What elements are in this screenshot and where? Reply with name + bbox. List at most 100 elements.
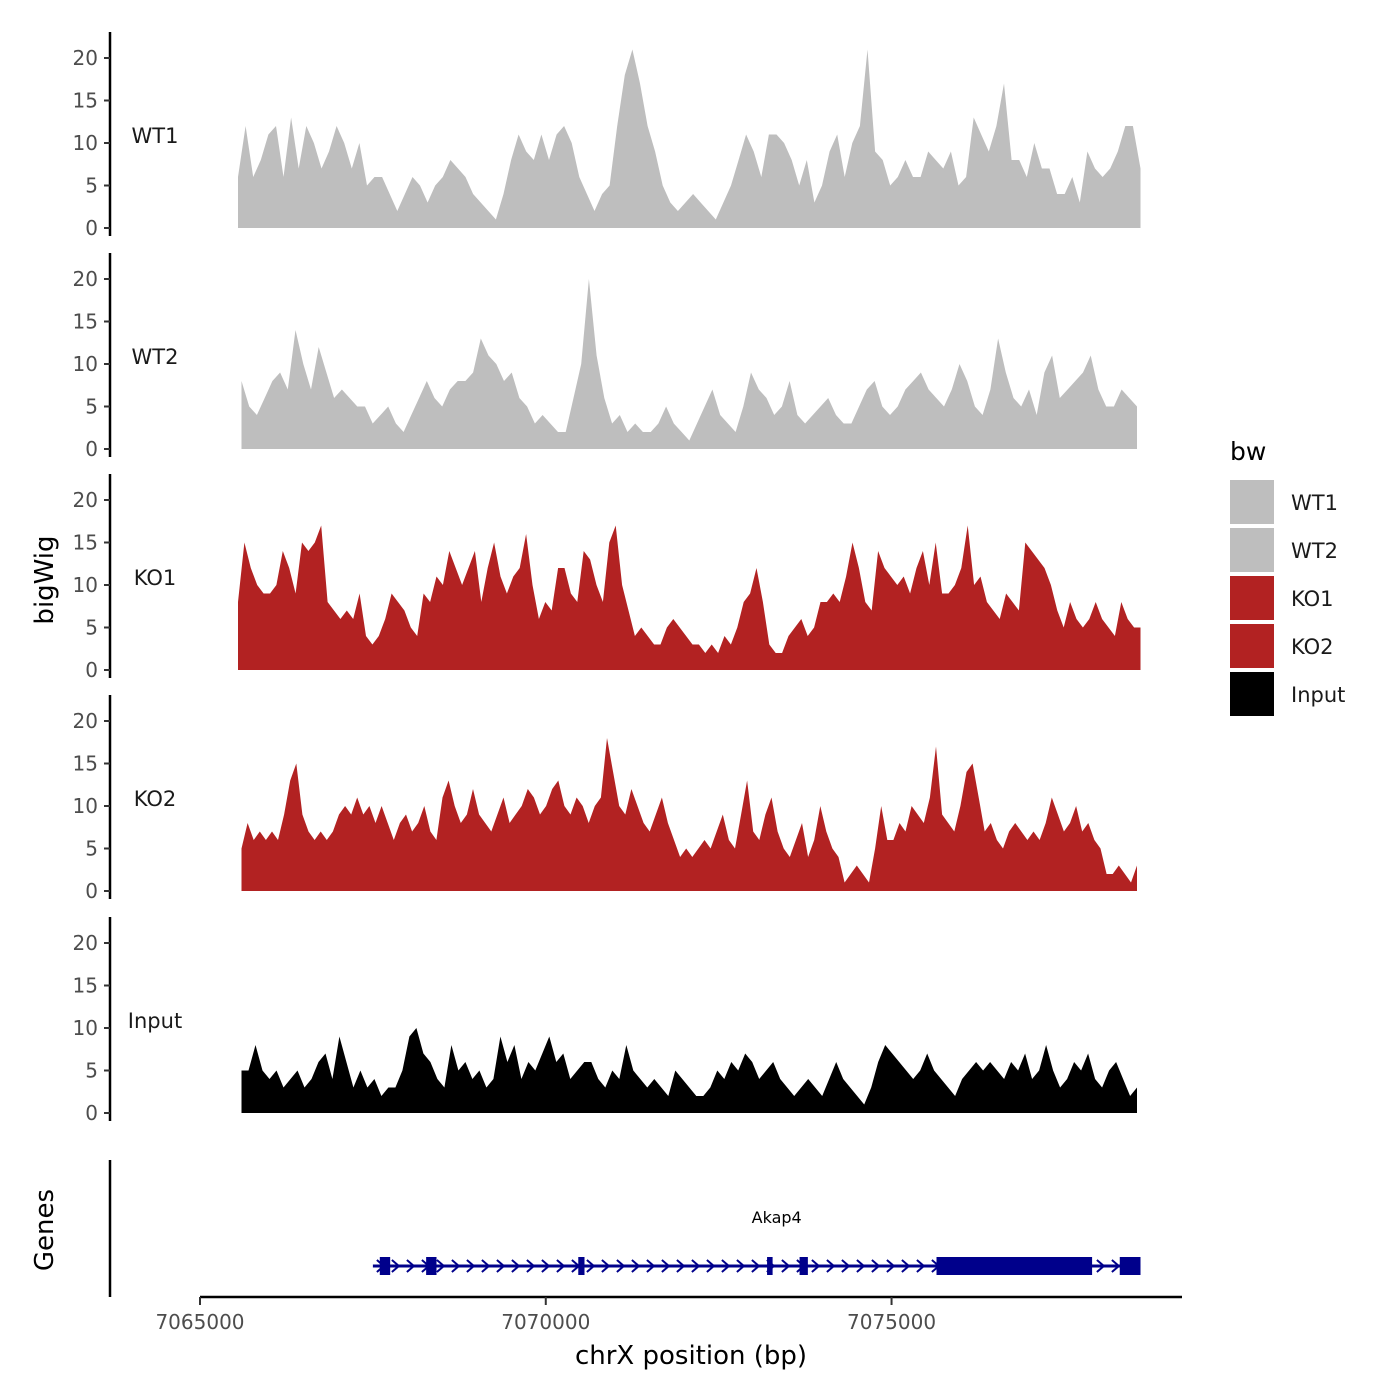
track-input: 0 5 10 15 20 Input [73, 917, 1137, 1125]
exon [799, 1257, 808, 1275]
coverage-area [241, 1028, 1137, 1113]
y-tick-label: 5 [85, 395, 98, 419]
strand-arrow [481, 1259, 491, 1273]
track-ko2: 0 5 10 15 20 KO2 [73, 695, 1137, 903]
track-label: KO1 [134, 566, 177, 590]
strand-arrow [811, 1259, 821, 1273]
track-label: WT2 [132, 345, 179, 369]
strand-arrow [436, 1259, 446, 1273]
strand-arrow [781, 1259, 791, 1273]
y-tick-label: 10 [73, 1016, 98, 1040]
strand-arrow [676, 1259, 686, 1273]
strand-arrow [901, 1259, 911, 1273]
legend-label: KO1 [1291, 587, 1334, 611]
strand-arrow [586, 1259, 596, 1273]
legend-label: WT2 [1291, 539, 1338, 563]
y-tick-label: 0 [85, 658, 98, 682]
strand-arrow [706, 1259, 716, 1273]
strand-arrow [916, 1259, 926, 1273]
y-tick-label: 15 [73, 752, 98, 776]
track-wt1: 0 5 10 15 20 WT1 [73, 32, 1141, 240]
strand-arrow [661, 1259, 671, 1273]
strand-arrow [886, 1259, 896, 1273]
strand-arrow [691, 1259, 701, 1273]
strand-arrow [1111, 1259, 1121, 1273]
strand-arrow [826, 1259, 836, 1273]
strand-arrow [511, 1259, 521, 1273]
strand-arrow [601, 1259, 611, 1273]
strand-arrow [721, 1259, 731, 1273]
legend-title: bw [1230, 437, 1266, 466]
y-tick-label: 15 [73, 310, 98, 334]
y-tick-label: 20 [73, 46, 98, 70]
strand-arrow [466, 1259, 476, 1273]
legend-key [1230, 672, 1274, 716]
strand-arrow [631, 1259, 641, 1273]
track-label: Input [128, 1009, 182, 1033]
coverage-area [241, 738, 1137, 891]
coverage-area [241, 279, 1137, 449]
strand-arrow [406, 1259, 416, 1273]
y-tick-label: 5 [85, 837, 98, 861]
exon [1119, 1257, 1141, 1275]
track-wt2: 0 5 10 15 20 WT2 [73, 253, 1137, 461]
x-tick-label: 7065000 [155, 1310, 244, 1334]
y-tick-label: 5 [85, 174, 98, 198]
y-tick-label: 0 [85, 437, 98, 461]
strand-arrow [856, 1259, 866, 1273]
exon [767, 1257, 773, 1275]
y-tick-label: 0 [85, 216, 98, 240]
x-tick-label: 7070000 [501, 1310, 590, 1334]
legend-key [1230, 528, 1274, 572]
coverage-area [238, 49, 1141, 228]
gene-label: Akap4 [752, 1208, 802, 1227]
y-tick-label: 20 [73, 488, 98, 512]
y-tick-label: 0 [85, 879, 98, 903]
exon [379, 1257, 391, 1275]
legend-key [1230, 624, 1274, 668]
legend-label: Input [1291, 683, 1345, 707]
track-label: WT1 [132, 124, 179, 148]
gene-panel: Akap4 [108, 1160, 1141, 1297]
legend-label: WT1 [1291, 491, 1338, 515]
legend: bw WT1 WT2 KO1 KO2 Input [1230, 437, 1345, 716]
strand-arrow [451, 1259, 461, 1273]
x-axis: 7065000 7070000 7075000 [155, 1295, 1182, 1334]
y-tick-label: 20 [73, 931, 98, 955]
strand-arrow [616, 1259, 626, 1273]
strand-arrow [391, 1259, 401, 1273]
y-tick-label: 20 [73, 709, 98, 733]
strand-arrow [1096, 1259, 1106, 1273]
genes-panel-title: Genes [30, 1189, 60, 1271]
y-tick-label: 10 [73, 131, 98, 155]
strand-arrow [841, 1259, 851, 1273]
y-tick-label: 15 [73, 974, 98, 998]
legend-key [1230, 576, 1274, 620]
exon [426, 1257, 437, 1275]
strand-arrow [556, 1259, 566, 1273]
exon [578, 1257, 585, 1275]
y-tick-label: 10 [73, 573, 98, 597]
strand-arrow [871, 1259, 881, 1273]
y-tick-label: 5 [85, 1059, 98, 1083]
y-tick-label: 20 [73, 267, 98, 291]
tracks: 0 5 10 15 20 WT1 0 5 10 15 20 WT2 0 5 10 15 20 KO1 0 5 10 15 2… [73, 32, 1141, 1125]
y-tick-label: 10 [73, 794, 98, 818]
strand-arrow [541, 1259, 551, 1273]
track-label: KO2 [134, 787, 177, 811]
strand-arrow [526, 1259, 536, 1273]
coverage-area [238, 525, 1141, 670]
legend-label: KO2 [1291, 635, 1334, 659]
track-ko1: 0 5 10 15 20 KO1 [73, 474, 1141, 682]
y-tick-label: 5 [85, 616, 98, 640]
y-tick-label: 0 [85, 1101, 98, 1125]
y-tick-label: 15 [73, 89, 98, 113]
y-tick-label: 15 [73, 531, 98, 555]
legend-key [1230, 480, 1274, 524]
x-axis-title: chrX position (bp) [575, 1341, 807, 1371]
strand-arrow [736, 1259, 746, 1273]
strand-arrow [496, 1259, 506, 1273]
x-tick-label: 7075000 [847, 1310, 936, 1334]
strand-arrow [751, 1259, 761, 1273]
